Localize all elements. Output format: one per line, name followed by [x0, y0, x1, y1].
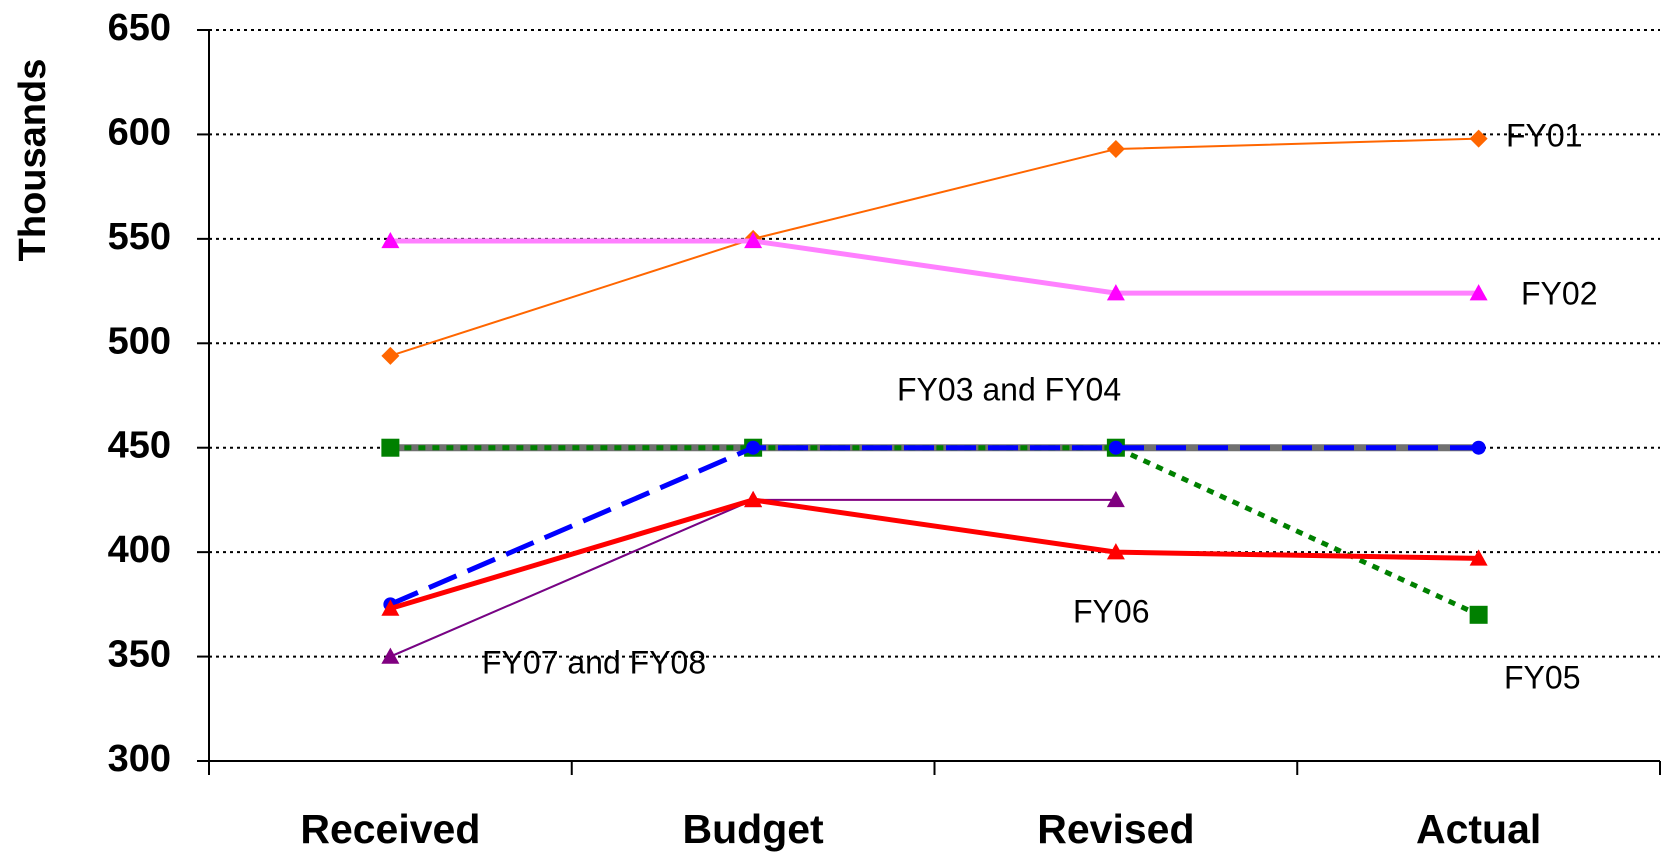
marker — [746, 440, 761, 455]
marker — [744, 490, 763, 508]
marker — [1108, 440, 1123, 455]
marker — [381, 647, 400, 664]
y-tick-label: 450 — [108, 425, 171, 467]
y-tick-label: 550 — [108, 216, 171, 258]
series-line — [390, 238, 1479, 296]
y-tick-label: 650 — [108, 7, 171, 49]
series-line — [390, 445, 1480, 618]
marker — [1106, 490, 1125, 508]
marker — [1469, 284, 1488, 301]
y-tick-label: 500 — [108, 320, 171, 362]
annotation: FY01 — [1506, 117, 1582, 153]
x-tick-label: Budget — [683, 806, 825, 852]
annotation: FY02 — [1521, 275, 1597, 311]
marker — [1106, 543, 1125, 560]
x-tick-label: Received — [300, 806, 480, 852]
annotation: FY07 and FY08 — [482, 644, 706, 680]
marker — [1106, 284, 1125, 301]
annotation: FY05 — [1504, 659, 1580, 695]
annotation: FY06 — [1073, 593, 1149, 629]
series-line — [390, 137, 1479, 357]
marker — [1469, 605, 1488, 624]
y-tick-label: 300 — [108, 738, 171, 780]
marker — [381, 438, 400, 457]
y-axis-label: Thousands — [12, 59, 54, 262]
series-line — [389, 497, 1479, 611]
marker — [381, 346, 400, 365]
x-tick-label: Actual — [1416, 806, 1541, 852]
marker — [1471, 440, 1486, 455]
marker — [1106, 140, 1125, 159]
y-tick-label: 600 — [108, 111, 171, 153]
marker — [744, 231, 763, 249]
y-tick-label: 350 — [108, 634, 171, 676]
marker — [381, 231, 400, 249]
marker — [1469, 129, 1488, 148]
annotation: FY03 and FY04 — [897, 371, 1121, 407]
x-tick-label: Revised — [1037, 806, 1194, 852]
y-tick-label: 400 — [108, 529, 171, 571]
marker — [381, 599, 400, 616]
series-line — [389, 445, 1479, 607]
marker — [1469, 549, 1488, 566]
